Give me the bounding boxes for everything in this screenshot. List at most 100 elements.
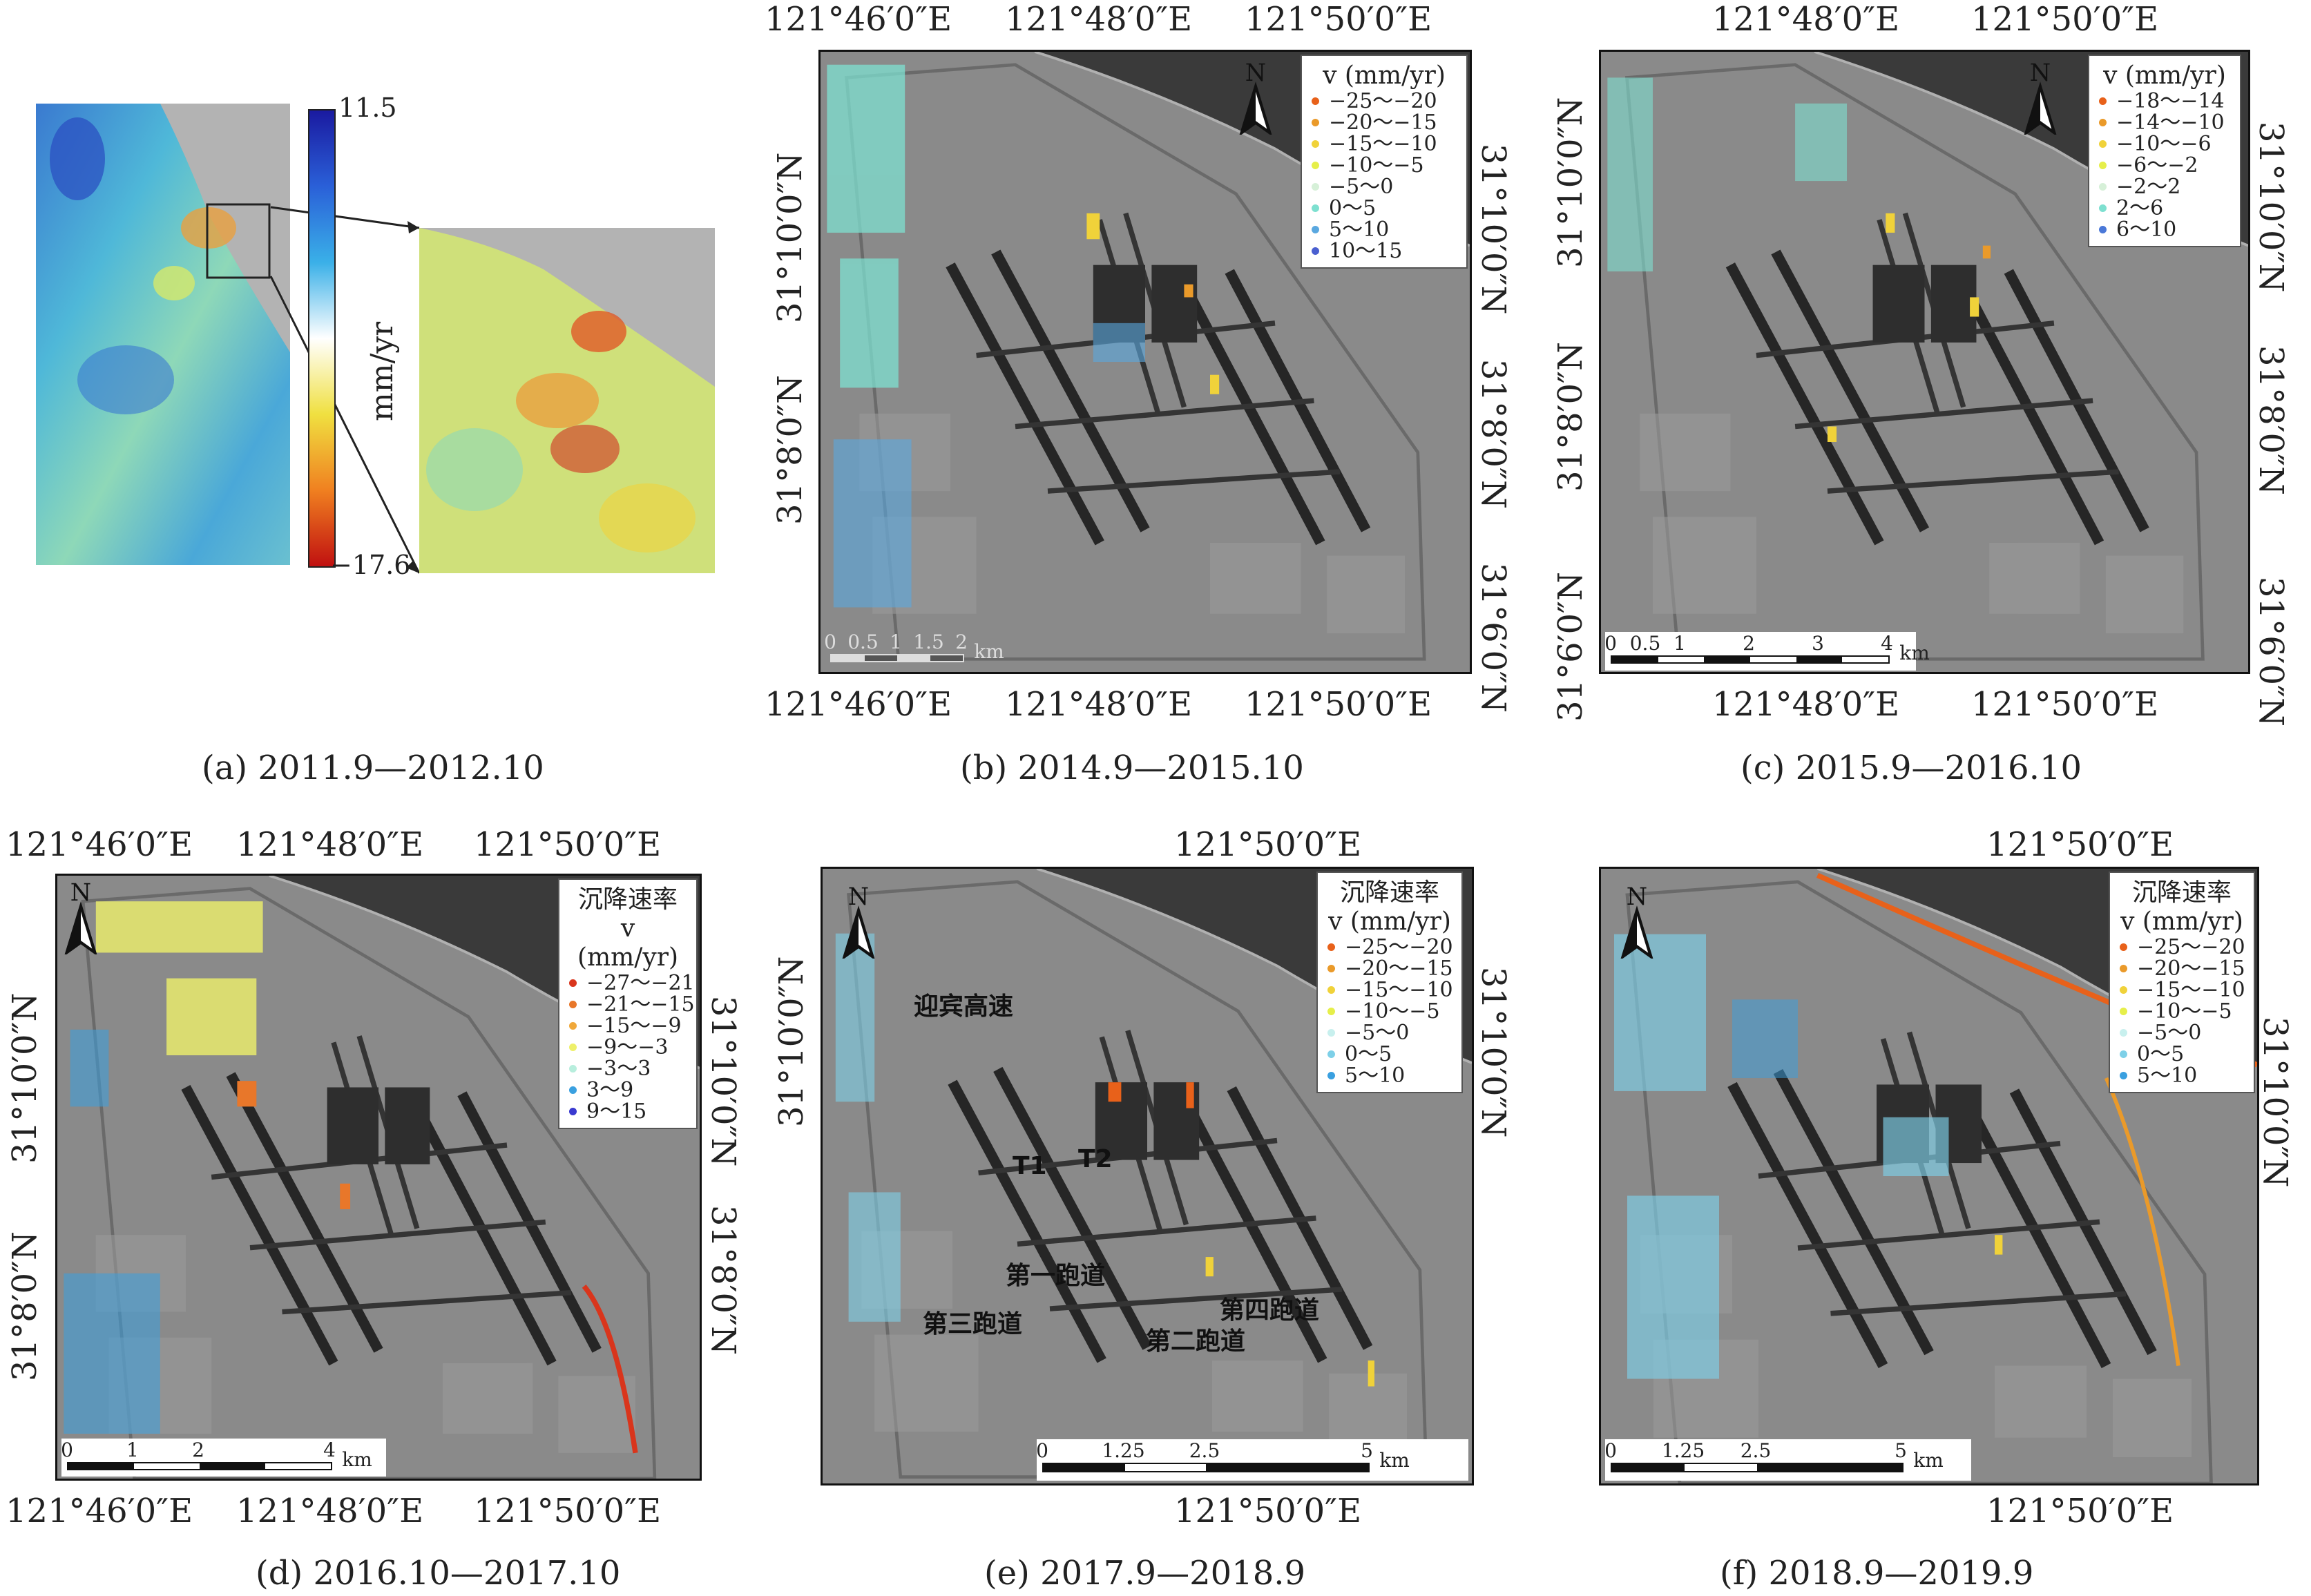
lon-top-1: 121°46′0″E — [765, 0, 952, 39]
legend-label: −6～−2 — [2116, 153, 2198, 177]
legend-swatch — [1312, 140, 1319, 148]
legend-swatch — [2099, 140, 2107, 148]
legend-item: −25～−20 — [1327, 935, 1453, 959]
lat-right-2: 31°8′0″N — [1474, 359, 1513, 509]
legend-item: −10～−5 — [2120, 1001, 2244, 1022]
legend-label: −27～−21 — [586, 971, 695, 995]
legend-e-heading: 沉降速率 — [1339, 878, 1439, 907]
scalebar-b: 0 0.5 1 1.5 2 km — [824, 631, 1004, 669]
map-e: 沉降速率 v (mm/yr) −25～−20 −20～−15 −15～−10 −10～… — [821, 867, 1474, 1486]
zoom-inset-graphic — [419, 228, 715, 573]
legend-item: 9～15 — [569, 1101, 687, 1122]
legend-b: v (mm/yr) −25～−20 −20～−15 −15～−10 −10～−5 −5～… — [1301, 55, 1468, 269]
legend-swatch — [569, 1044, 577, 1051]
zoom-inset-map — [419, 228, 715, 573]
lon-bottom-1: 121°50′0″E — [1174, 1492, 1362, 1530]
scale-tick-label: 0 — [1604, 1439, 1617, 1462]
legend-label: −25～−20 — [2137, 935, 2245, 959]
legend-c: v (mm/yr) −18～−14 −14～−10 −10～−6 −6～−2 −2～2 2… — [2088, 55, 2241, 247]
lat-left-1: 31°10′0″N — [1551, 97, 1590, 268]
label-yingbin-highway: 迎宾高速 — [914, 992, 1014, 1021]
caption-f: (f) 2018.9—2019.9 — [1720, 1554, 2034, 1593]
map-f: 沉降速率 v (mm/yr) −25～−20 −20～−15 −15～−10 −10～… — [1599, 867, 2259, 1486]
legend-label: 9～15 — [586, 1099, 647, 1124]
legend-swatch — [1327, 1008, 1335, 1015]
legend-item: −27～−21 — [569, 972, 695, 994]
legend-item: −21～−15 — [569, 994, 695, 1015]
legend-label: −15～−10 — [2137, 978, 2245, 1002]
legend-swatch — [569, 979, 577, 987]
map-d: 沉降速率 v (mm/yr) −27～−21 −21～−15 −15～−9 −9～−3… — [55, 874, 702, 1481]
scale-tick-label: 1 — [126, 1439, 139, 1461]
scale-tick-label: 2 — [1743, 632, 1755, 655]
lat-left-1: 31°10′0″N — [771, 152, 809, 323]
legend-swatch — [2120, 1050, 2127, 1058]
caption-b: (b) 2014.9—2015.10 — [960, 749, 1304, 787]
legend-label: −20～−15 — [2137, 956, 2245, 981]
overview-velocity-map — [36, 104, 290, 565]
legend-item: −20～−15 — [2120, 956, 2245, 981]
north-arrow-b — [1235, 59, 1276, 135]
legend-swatch — [1312, 162, 1319, 169]
scalebar-e: 0 1.25 2.5 5 km — [1036, 1439, 1468, 1481]
legend-label: −10～−5 — [1345, 999, 1440, 1023]
lat-left-1: 31°10′0″N — [772, 956, 811, 1127]
north-arrow-e — [838, 883, 879, 959]
lat-left-2: 31°8′0″N — [1551, 342, 1590, 492]
legend-swatch — [1312, 97, 1319, 105]
legend-item: 3～9 — [569, 1079, 687, 1101]
legend-item: 5～10 — [2120, 1065, 2244, 1086]
lon-bottom-3: 121°50′0″E — [1245, 685, 1432, 724]
legend-item: −6～−2 — [2099, 155, 2230, 176]
scale-tick-label: 5 — [1895, 1439, 1907, 1462]
legend-item: 6～10 — [2099, 219, 2230, 240]
legend-swatch — [1327, 965, 1335, 972]
legend-item: −20～−15 — [1327, 958, 1453, 979]
legend-item: 0～5 — [2120, 1044, 2244, 1065]
legend-item: 2～6 — [2099, 198, 2230, 219]
zoom-connector-lines — [269, 206, 421, 574]
lon-top-1: 121°50′0″E — [1986, 825, 2174, 864]
legend-item: −2～2 — [2099, 176, 2230, 198]
legend-swatch — [1312, 183, 1319, 191]
legend-swatch — [2120, 1008, 2127, 1015]
legend-f-title: v (mm/yr) — [2120, 907, 2243, 936]
lon-bottom-1: 121°48′0″E — [1712, 685, 1900, 724]
scale-tick-label: 2 — [192, 1439, 204, 1461]
legend-item: −5～0 — [1327, 1022, 1452, 1044]
legend-swatch — [1312, 247, 1319, 255]
scale-tick-label: 1.25 — [1661, 1439, 1705, 1462]
lat-right-1: 31°10′0″N — [704, 996, 742, 1167]
legend-label: −25～−20 — [1345, 935, 1453, 959]
legend-swatch — [2120, 943, 2127, 951]
lon-top-2: 121°48′0″E — [1005, 0, 1193, 39]
legend-swatch — [569, 1001, 577, 1008]
legend-item: 5～10 — [1312, 219, 1457, 240]
legend-f-heading: 沉降速率 — [2131, 878, 2232, 907]
legend-swatch — [1327, 1072, 1335, 1079]
legend-e-title: v (mm/yr) — [1328, 907, 1451, 936]
legend-label: −2～2 — [2116, 175, 2181, 199]
map-f-graphic — [1614, 869, 2257, 1483]
legend-swatch — [2099, 162, 2107, 169]
label-terminal-t1: T1 — [1013, 1152, 1047, 1180]
map-e-graphic — [835, 869, 1472, 1483]
legend-swatch — [2099, 97, 2107, 105]
lat-right-2: 31°8′0″N — [2252, 345, 2290, 495]
legend-item: −20～−15 — [1312, 112, 1457, 133]
legend-item: 5～10 — [1327, 1065, 1452, 1086]
scale-tick-label: 0 — [1036, 1439, 1048, 1462]
legend-item: −5～0 — [1312, 176, 1457, 198]
legend-swatch — [1312, 119, 1319, 126]
scale-tick-label: 1 — [1674, 632, 1686, 655]
lon-bottom-2: 121°50′0″E — [1971, 685, 2159, 724]
lon-top-1: 121°48′0″E — [1712, 0, 1900, 39]
lon-bottom-2: 121°48′0″E — [236, 1492, 424, 1530]
legend-label: 0～5 — [1345, 1042, 1392, 1066]
scale-tick-label: 5 — [1361, 1439, 1373, 1462]
legend-swatch — [2120, 1029, 2127, 1037]
legend-c-title: v (mm/yr) — [2103, 61, 2226, 90]
lon-top-3: 121°50′0″E — [1245, 0, 1432, 39]
legend-swatch — [569, 1108, 577, 1115]
legend-item: −25～−20 — [2120, 935, 2245, 959]
